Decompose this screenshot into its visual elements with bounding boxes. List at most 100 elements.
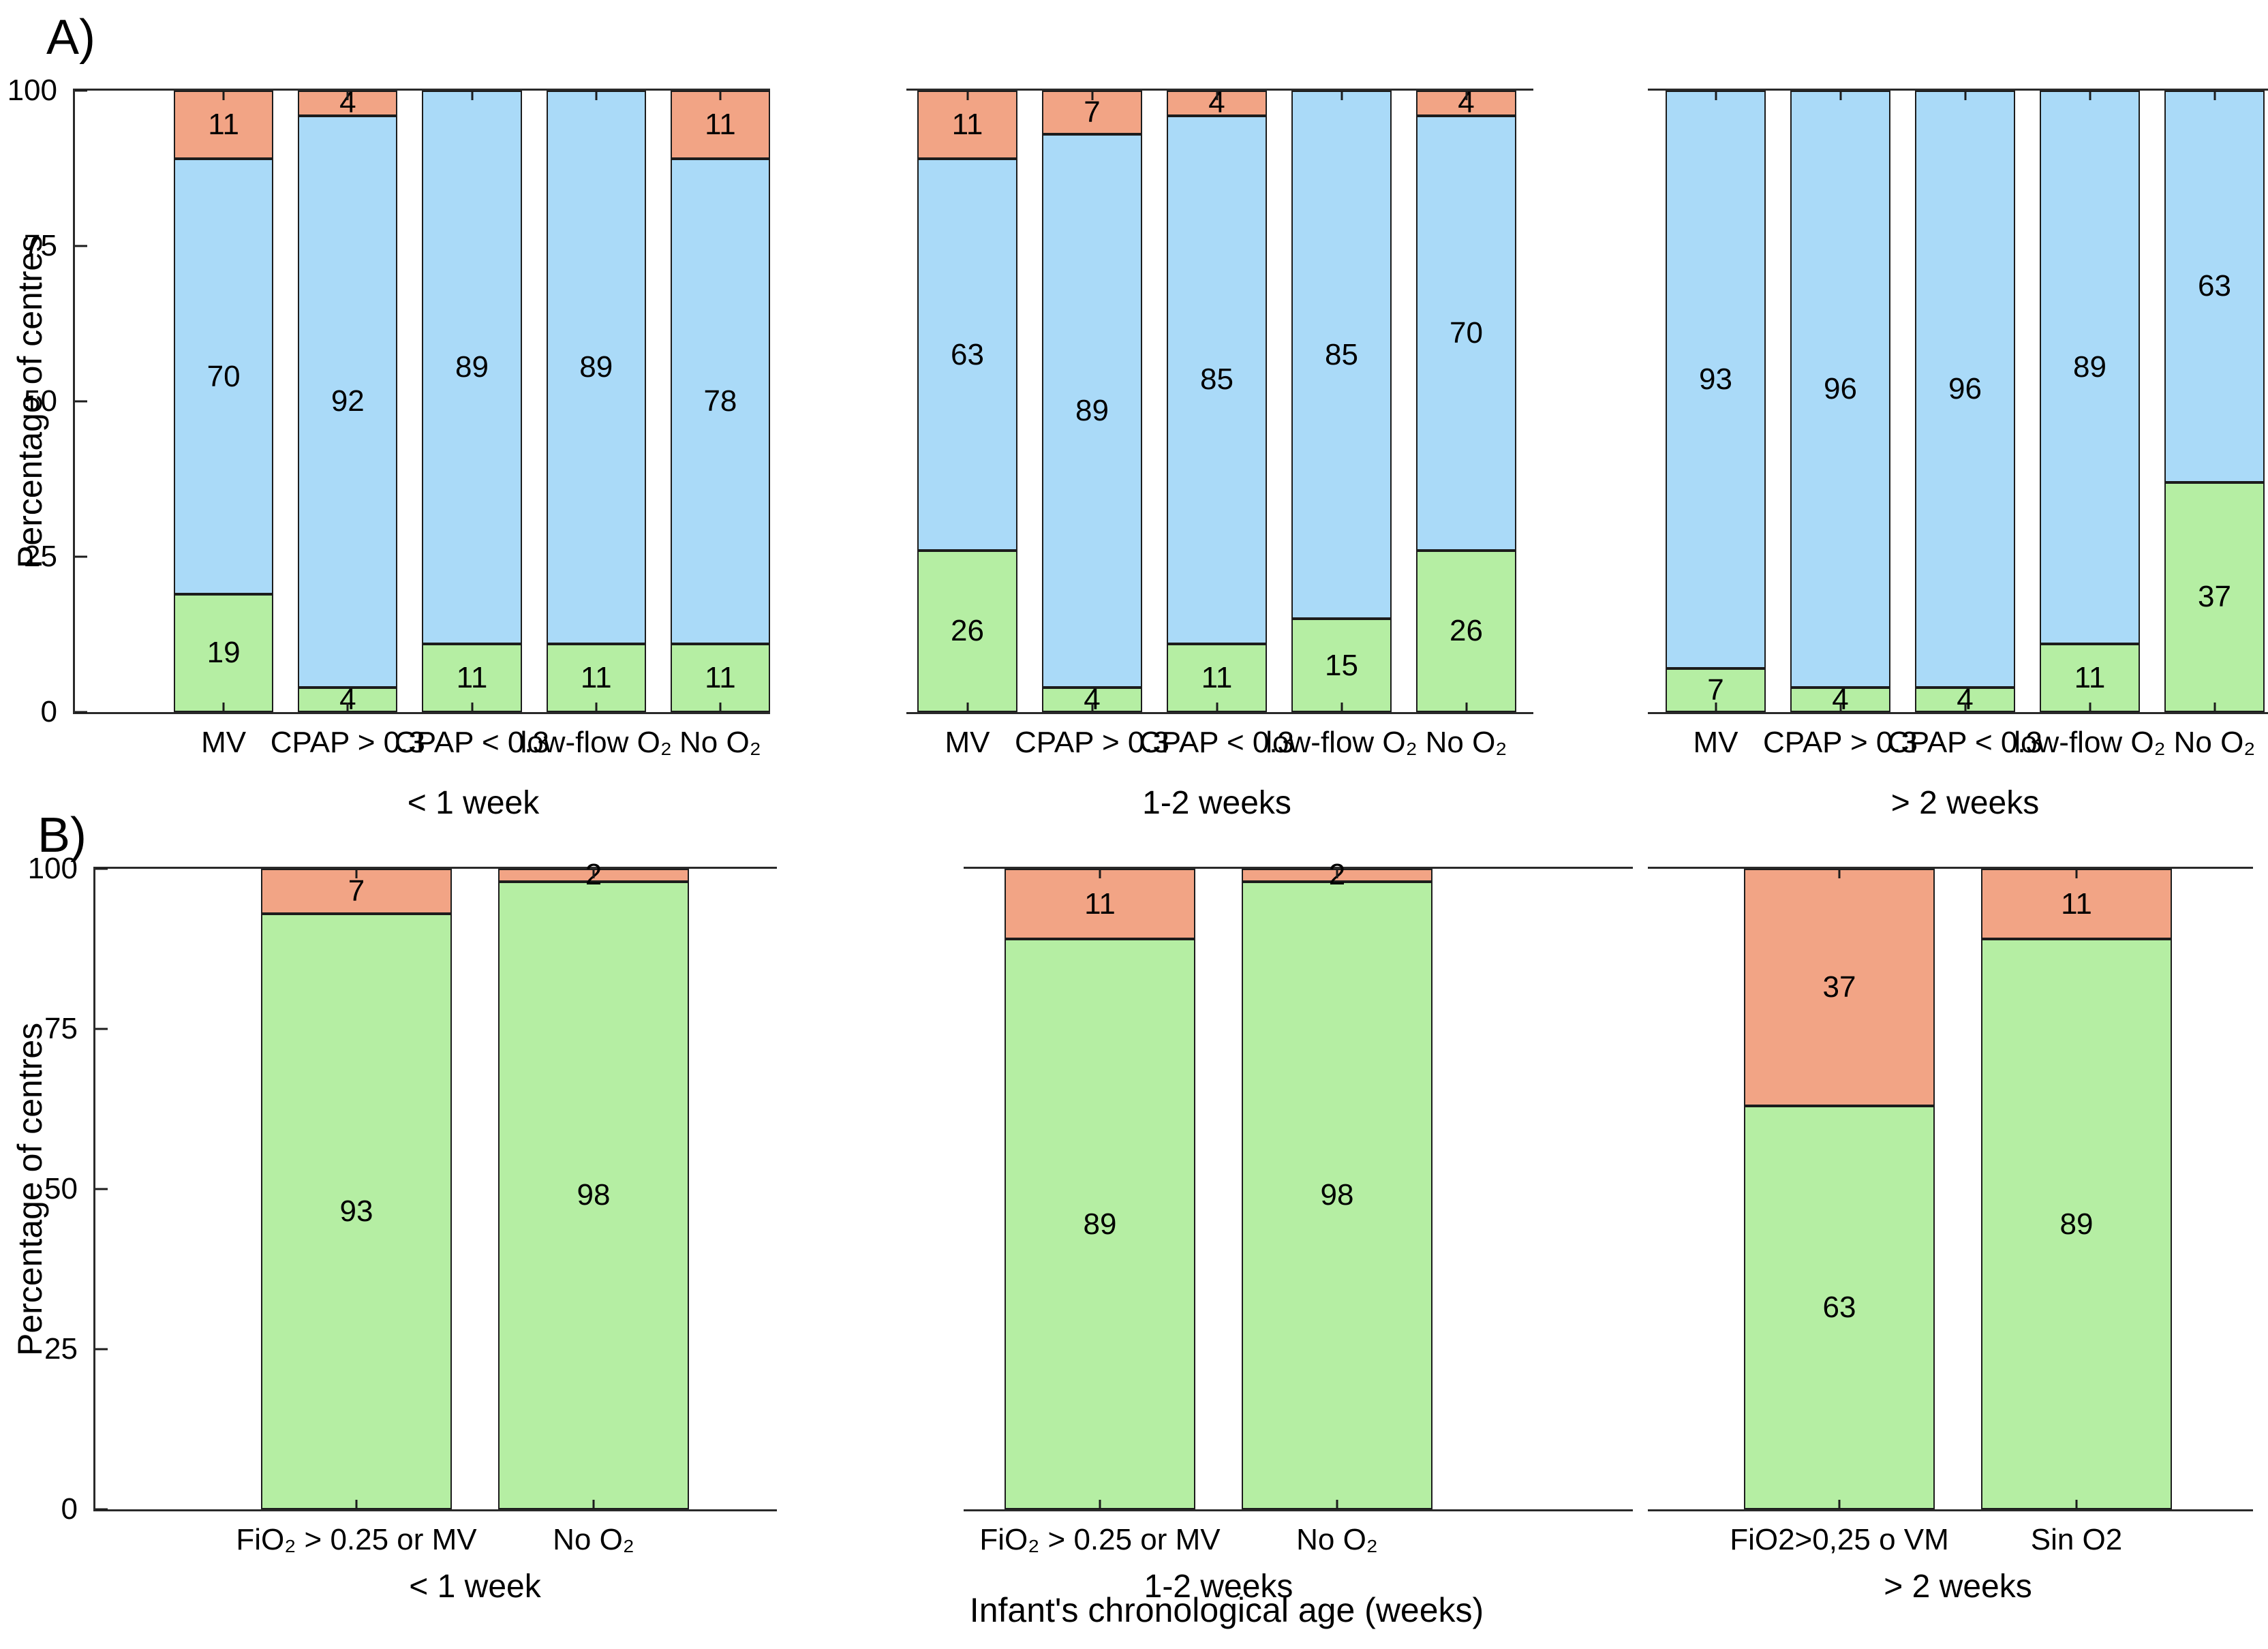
green-segment: 11 bbox=[422, 643, 522, 712]
green-segment: 98 bbox=[1242, 881, 1432, 1509]
segment-value-label: 93 bbox=[339, 1194, 373, 1228]
category-label: No O₂ bbox=[1425, 726, 1507, 759]
segment-value-label: 4 bbox=[1458, 86, 1475, 120]
bar-sin-o2: 11 89 Sin O2 bbox=[1981, 869, 2172, 1556]
green-segment: 26 bbox=[917, 550, 1017, 712]
group-label: < 1 week bbox=[409, 1569, 541, 1605]
green-segment: 4 bbox=[1790, 682, 1890, 716]
segment-value-label: 89 bbox=[1083, 1207, 1117, 1241]
subplot-a-1-2-weeks: 11 63 26 MV 7 89 4 CPAP > 0.3 4 85 11 CPAP < 0.3 85 1… bbox=[906, 86, 1533, 821]
segment-value-label: 70 bbox=[1450, 315, 1483, 350]
bar-fio-0-25-or-mv: 11 89 FiO₂ > 0.25 or MV bbox=[979, 869, 1221, 1556]
green-segment: 19 bbox=[174, 594, 274, 712]
blue-segment: 93 bbox=[1666, 91, 1766, 669]
panel-a-label: A) bbox=[46, 10, 95, 65]
segment-value-label: 89 bbox=[2059, 1207, 2094, 1241]
bar-no-o: 4 70 26 No O₂ bbox=[1416, 86, 1516, 759]
blue-segment: 70 bbox=[174, 159, 274, 594]
segment-value-label: 70 bbox=[206, 359, 241, 393]
green-segment: 89 bbox=[1005, 939, 1195, 1509]
green-segment: 11 bbox=[1167, 643, 1267, 712]
segment-value-label: 89 bbox=[2073, 350, 2106, 384]
segment-value-label: 11 bbox=[951, 108, 983, 142]
segment-value-label: 98 bbox=[1320, 1178, 1354, 1212]
blue-segment: 85 bbox=[1167, 115, 1267, 644]
group-label: > 2 weeks bbox=[1890, 785, 2040, 821]
bars-group: 93 7 MV 96 4 CPAP > 0.3 96 4 CPAP < 0.3 89 11 low-f… bbox=[1648, 91, 2268, 759]
bar-cpap-0-3: 4 92 4 CPAP > 0.3 bbox=[271, 88, 425, 759]
y-tick-mark bbox=[75, 555, 87, 558]
blue-segment: 89 bbox=[546, 91, 646, 644]
green-segment: 98 bbox=[498, 881, 689, 1509]
blue-segment: 89 bbox=[2040, 91, 2140, 644]
bar-fio-0-25-or-mv: 7 93 FiO₂ > 0.25 or MV bbox=[236, 869, 477, 1556]
category-label: low-flow O₂ bbox=[520, 726, 672, 759]
y-tick-label: 100 bbox=[27, 852, 78, 885]
category-label: No O₂ bbox=[553, 1523, 634, 1556]
bars-group: 11 89 FiO₂ > 0.25 or MV 2 98 No O₂ bbox=[964, 860, 1633, 1556]
green-segment: 4 bbox=[298, 684, 398, 714]
segment-value-label: 11 bbox=[580, 660, 612, 694]
subplot-a-lt-1-week: 11 70 19 MV 4 92 4 CPAP > 0.3 89 11 CPAP < 0.3 89 11… bbox=[7, 76, 771, 821]
bar-mv: 11 63 26 MV bbox=[917, 91, 1017, 759]
bar-no-o: 2 98 No O₂ bbox=[1242, 860, 1432, 1556]
segment-value-label: 2 bbox=[1328, 858, 1346, 892]
segment-value-label: 92 bbox=[331, 384, 365, 418]
bar-no-o: 11 78 11 No O₂ bbox=[670, 91, 771, 759]
y-tick-mark bbox=[95, 1028, 108, 1030]
y-tick-mark bbox=[95, 1188, 108, 1190]
segment-value-label: 96 bbox=[1948, 371, 1982, 405]
bars-group: 7 93 FiO₂ > 0.25 or MV 2 98 No O₂ bbox=[95, 860, 777, 1556]
category-label: Sin O2 bbox=[2030, 1523, 2123, 1556]
segment-value-label: 11 bbox=[1201, 660, 1233, 694]
y-tick-label: 75 bbox=[24, 229, 57, 262]
category-label: CPAP < 0.3 bbox=[1887, 726, 2043, 759]
category-label: CPAP > 0.3 bbox=[1762, 726, 1918, 759]
segment-value-label: 11 bbox=[1084, 887, 1116, 921]
orange-segment: 11 bbox=[1981, 869, 2172, 940]
orange-segment: 4 bbox=[298, 88, 398, 118]
orange-segment: 37 bbox=[1744, 869, 1935, 1106]
category-label: low-flow O₂ bbox=[2014, 726, 2166, 759]
segment-value-label: 98 bbox=[577, 1178, 611, 1212]
green-segment: 93 bbox=[261, 913, 452, 1509]
green-segment: 89 bbox=[1981, 939, 2172, 1509]
blue-segment: 96 bbox=[1915, 91, 2015, 688]
y-tick-mark bbox=[75, 89, 87, 92]
bar-low-flow-o: 85 15 low-flow O₂ bbox=[1266, 91, 1418, 759]
segment-value-label: 85 bbox=[1200, 363, 1233, 397]
bar-fio2-0-25-o-vm: 37 63 FiO2>0,25 o VM bbox=[1730, 869, 1949, 1556]
green-segment: 63 bbox=[1744, 1105, 1935, 1509]
y-tick-label: 50 bbox=[24, 384, 57, 418]
bar-mv: 93 7 MV bbox=[1666, 91, 1766, 759]
green-segment: 4 bbox=[1915, 684, 2015, 714]
category-label: No O₂ bbox=[679, 726, 761, 759]
category-label: MV bbox=[945, 726, 990, 759]
blue-segment: 70 bbox=[1416, 115, 1516, 551]
green-segment: 4 bbox=[1042, 682, 1142, 716]
segment-value-label: 4 bbox=[1084, 682, 1101, 716]
segment-value-label: 93 bbox=[1699, 363, 1732, 397]
segment-value-label: 26 bbox=[951, 614, 984, 648]
segment-value-label: 11 bbox=[2074, 660, 2106, 694]
y-tick-mark bbox=[75, 711, 87, 713]
panel-b-label: B) bbox=[37, 808, 87, 863]
y-tick-mark bbox=[95, 867, 108, 870]
segment-value-label: 37 bbox=[1822, 970, 1856, 1004]
y-tick-label: 50 bbox=[44, 1172, 78, 1205]
segment-value-label: 26 bbox=[1450, 614, 1483, 648]
blue-segment: 89 bbox=[422, 91, 522, 644]
segment-value-label: 63 bbox=[2198, 269, 2231, 303]
segment-value-label: 4 bbox=[1832, 682, 1849, 716]
y-tick-label: 100 bbox=[7, 74, 57, 107]
segment-value-label: 7 bbox=[1707, 673, 1724, 707]
green-segment: 26 bbox=[1416, 550, 1516, 712]
bars-group: 11 63 26 MV 7 89 4 CPAP > 0.3 4 85 11 CPAP < 0.3 85 1… bbox=[906, 86, 1533, 759]
segment-value-label: 15 bbox=[1325, 648, 1358, 682]
category-label: No O₂ bbox=[2173, 726, 2256, 759]
category-label: FiO₂ > 0.25 or MV bbox=[236, 1523, 477, 1556]
bar-mv: 11 70 19 MV bbox=[174, 91, 274, 759]
category-label: CPAP < 0.3 bbox=[1139, 726, 1295, 759]
y-tick-mark bbox=[95, 1348, 108, 1351]
